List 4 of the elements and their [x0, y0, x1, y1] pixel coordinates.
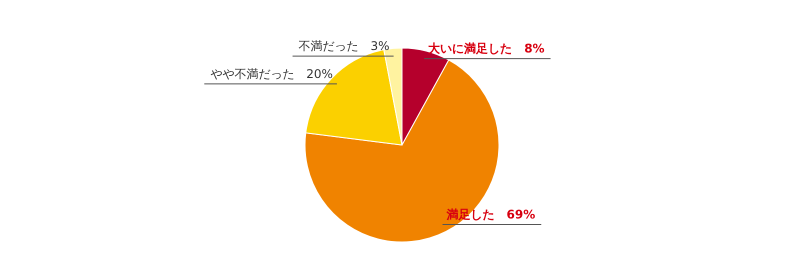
slice-label: 満足した 69% [446, 208, 536, 222]
slice-label: やや不満だった 20% [210, 66, 333, 81]
slice-label: 不満だった 3% [298, 39, 390, 54]
slice-label: 大いに満足した 8% [428, 42, 545, 56]
